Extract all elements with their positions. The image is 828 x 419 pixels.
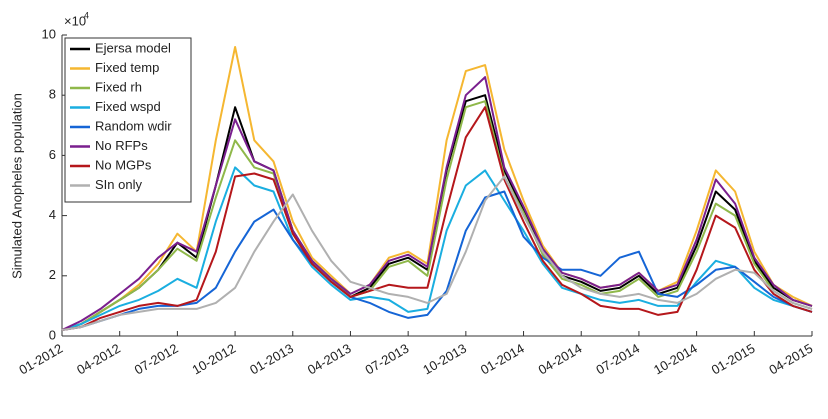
series-line (61, 100, 813, 331)
y-tick-label: 0 (49, 327, 56, 342)
x-tick-label: 10-2012 (189, 341, 238, 378)
legend-label: Ejersa model (95, 40, 171, 55)
series-line (61, 166, 813, 331)
x-tick-label: 01-2015 (709, 341, 758, 378)
series-line (61, 175, 813, 331)
x-tick-label: 04-2013 (305, 341, 354, 378)
y-axis-label: Simulated Anopheles population (9, 93, 24, 279)
legend-label: No MGPs (95, 157, 152, 172)
legend-box (64, 37, 192, 203)
x-tick-label: 01-2013 (247, 341, 296, 378)
y-tick-label: 2 (49, 267, 56, 282)
x-tick-label: 07-2014 (593, 341, 642, 378)
y-tick-label: 4 (49, 207, 56, 222)
y-tick-label: 8 (49, 87, 56, 102)
x-tick-label: 07-2013 (363, 341, 412, 378)
y-tick-label: 10 (42, 26, 56, 41)
legend-label: SIn only (95, 177, 142, 192)
x-tick-label: 10-2014 (651, 341, 700, 378)
x-tick-label: 07-2012 (132, 341, 181, 378)
series-line (61, 106, 813, 331)
x-tick-label: 10-2013 (420, 341, 469, 378)
legend-label: Fixed wspd (95, 99, 161, 114)
y-multiplier-exponent: 4 (84, 10, 89, 20)
x-tick-label: 04-2014 (536, 341, 585, 378)
y-multiplier-base: ×10 (64, 13, 86, 28)
y-tick-label: 6 (49, 147, 56, 162)
legend: Ejersa model Fixed temp Fixed rh Fixed wspd… (64, 37, 192, 203)
series-line (61, 46, 813, 331)
x-tick-label: 04-2012 (74, 341, 123, 378)
x-tick-label: 01-2012 (16, 341, 65, 378)
x-tick-label: 01-2014 (478, 341, 527, 378)
legend-label: Fixed temp (95, 60, 159, 75)
series-line (61, 76, 813, 331)
x-tick-label: 04-2015 (766, 341, 815, 378)
legend-label: No RFPs (95, 138, 148, 153)
legend-label: Random wdir (95, 118, 172, 133)
legend-label: Fixed rh (95, 79, 142, 94)
